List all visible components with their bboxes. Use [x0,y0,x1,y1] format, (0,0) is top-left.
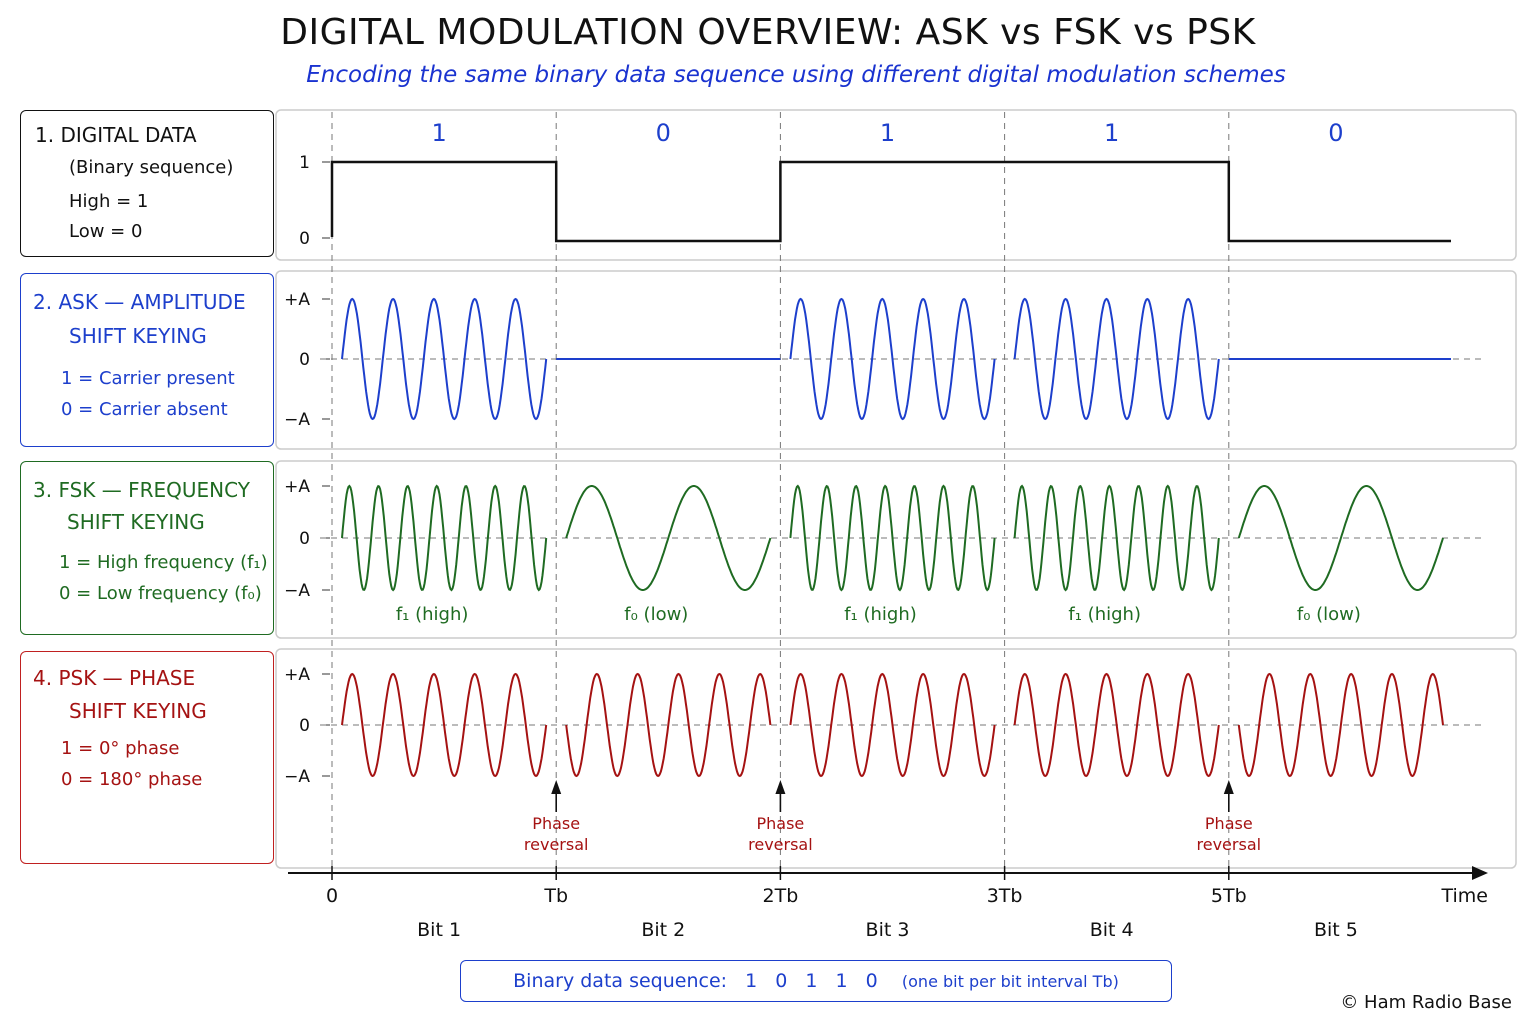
binary-sequence-note: (one bit per bit interval Tb) [901,972,1119,991]
phase-reversal-label-1-4: Phase [1205,814,1253,833]
fsk-wave-bit-5 [1237,485,1444,591]
bit-value-label-4: 1 [1104,119,1119,147]
digital-y-tick-1: 0 [299,229,310,249]
copyright: © Ham Radio Base [1340,992,1512,1013]
psk-wave-bit-5 [1237,672,1444,778]
fsk-line-1: 1 = High frequency (f₁) [59,552,268,573]
fsk-y-tick-1: 0 [299,529,310,549]
bit-value-label-2: 0 [656,119,671,147]
time-tick-label-0: 0 [326,885,338,907]
psk-title-2: SHIFT KEYING [69,699,207,723]
psk-wave-bit-2 [565,672,772,778]
fsk-bit-label-3: f₁ (high) [844,604,917,625]
ask-carrier-bit-3 [789,297,996,421]
fsk-legend-box: 3. FSK — FREQUENCY SHIFT KEYING 1 = High… [20,461,274,635]
fsk-y-tick-2: −A [284,581,310,601]
time-axis-arrowhead [1472,866,1488,880]
ask-carrier-bit-1 [341,297,548,421]
phase-reversal-arrow-head-2 [775,780,786,794]
fsk-title-2: SHIFT KEYING [67,510,205,534]
bit-name-1: Bit 1 [417,919,461,941]
fsk-wave-bit-3 [789,484,996,592]
ask-y-tick-0: +A [284,290,310,310]
digital-data-line-1: (Binary sequence) [69,157,234,178]
ask-y-tick-1: 0 [299,350,310,370]
phase-reversal-label-2-1: reversal [524,835,589,854]
phase-reversal-label-2-4: reversal [1197,835,1262,854]
psk-wave-bit-3 [789,672,996,778]
psk-line-1: 1 = 0° phase [61,738,180,759]
fsk-y-tick-0: +A [284,477,310,497]
phase-reversal-label-1-2: Phase [757,814,805,833]
time-tick-label-1: Tb [543,885,568,907]
digital-data-legend-box: 1. DIGITAL DATA (Binary sequence) High =… [20,110,274,257]
psk-y-tick-0: +A [284,665,310,685]
phase-reversal-label-1-1: Phase [532,814,580,833]
time-axis-label: Time [1441,885,1489,907]
ask-legend-box: 2. ASK — AMPLITUDE SHIFT KEYING 1 = Carr… [20,273,274,447]
page-subtitle: Encoding the same binary data sequence u… [306,62,1286,88]
digital-y-tick-0: 1 [299,153,310,173]
psk-line-2: 0 = 180° phase [61,769,203,790]
digital-data-line-2: High = 1 [69,191,149,212]
binary-sequence-box: Binary data sequence: 1 0 1 1 0 (one bit… [460,960,1172,1002]
phase-reversal-arrow-head-1 [551,780,562,794]
binary-sequence-values: 1 0 1 1 0 [745,970,884,992]
digital-data-title: 1. DIGITAL DATA [35,123,197,147]
fsk-bit-label-5: f₀ (low) [1297,604,1361,625]
ask-title-2: SHIFT KEYING [69,324,207,348]
ask-title-1: 2. ASK — AMPLITUDE [33,290,246,314]
panel-frame-4 [275,648,1517,869]
fsk-bit-label-1: f₁ (high) [396,604,469,625]
psk-wave-bit-4 [1013,672,1220,778]
phase-reversal-label-2-2: reversal [748,835,813,854]
binary-sequence-label: Binary data sequence: [513,970,728,992]
psk-legend-box: 4. PSK — PHASE SHIFT KEYING 1 = 0° phase… [20,651,274,864]
bit-name-3: Bit 3 [866,919,910,941]
phase-reversal-arrow-head-4 [1223,780,1234,794]
psk-wave-bit-1 [341,672,548,778]
fsk-bit-label-4: f₁ (high) [1068,604,1141,625]
fsk-wave-bit-1 [341,484,548,592]
page-title: DIGITAL MODULATION OVERVIEW: ASK vs FSK … [280,12,1256,53]
ask-y-tick-2: −A [284,410,310,430]
fsk-title-1: 3. FSK — FREQUENCY [33,478,250,502]
bit-value-label-1: 1 [431,119,446,147]
psk-title-1: 4. PSK — PHASE [33,666,196,690]
bit-value-label-5: 0 [1328,119,1343,147]
bit-name-2: Bit 2 [641,919,685,941]
psk-y-tick-2: −A [284,767,310,787]
digital-square-wave [330,160,1451,243]
psk-y-tick-1: 0 [299,716,310,736]
ask-carrier-bit-4 [1013,297,1220,421]
panel-frame-3 [275,460,1517,639]
time-tick-label-4: 5Tb [1211,885,1247,907]
ask-line-1: 1 = Carrier present [61,368,235,389]
fsk-line-2: 0 = Low frequency (f₀) [59,583,262,604]
bit-value-label-3: 1 [880,119,895,147]
bit-name-5: Bit 5 [1314,919,1358,941]
panel-frame-1 [275,109,1517,261]
fsk-bit-label-2: f₀ (low) [624,604,688,625]
bit-name-4: Bit 4 [1090,919,1134,941]
panel-frame-2 [275,270,1517,450]
ask-line-2: 0 = Carrier absent [61,399,228,420]
time-tick-label-2: 2Tb [763,885,799,907]
fsk-wave-bit-2 [565,485,772,591]
digital-data-line-3: Low = 0 [69,221,143,242]
time-tick-label-3: 3Tb [987,885,1023,907]
fsk-wave-bit-4 [1013,484,1220,592]
